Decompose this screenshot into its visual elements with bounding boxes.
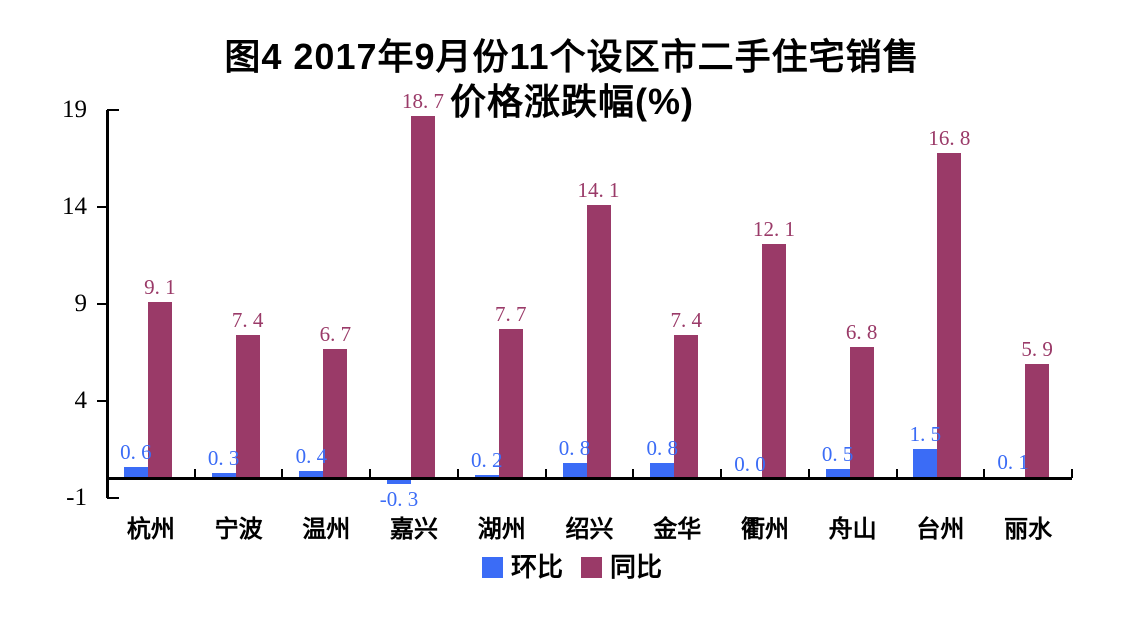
bar-label-yoy-4: 18. 7 (402, 88, 445, 113)
bar-label-mom-1: 0. 6 (120, 439, 152, 464)
legend-swatch-mom-icon (481, 556, 503, 578)
bar-label-yoy-7: 7. 4 (670, 307, 702, 332)
y-axis-tick (97, 205, 107, 208)
legend-item-mom: 环比 (481, 552, 563, 582)
x-axis-tick (193, 469, 196, 478)
bar-label-mom-10: 1. 5 (909, 422, 942, 447)
chart-title-line2: 价格涨跌幅(%) (450, 81, 694, 122)
bar-label-mom-7: 0. 8 (646, 435, 678, 460)
y-tick-label-19: 19 (62, 95, 87, 123)
category-label-3: 温州 (302, 516, 351, 543)
category-label-2: 宁波 (214, 516, 263, 543)
y-tick-label-9: 9 (74, 289, 88, 317)
x-axis-tick (1071, 469, 1073, 478)
x-axis-tick (632, 469, 635, 478)
bar-label-mom-5: 0. 2 (471, 447, 503, 472)
legend-item-yoy: 同比 (581, 553, 662, 581)
category-label-4: 嘉兴 (390, 516, 439, 543)
bar-yoy-5 (498, 329, 523, 479)
chart-title-line1: 图4 2017年9月份11个设区市二手住宅销售 (224, 36, 920, 77)
bar-mom-2 (211, 472, 236, 479)
x-axis-tick (369, 469, 372, 478)
bar-label-yoy-6: 14. 1 (577, 177, 620, 202)
legend-swatch-yoy-icon (581, 556, 602, 578)
bar-yoy-7 (674, 334, 699, 479)
bar-yoy-2 (235, 334, 260, 479)
x-axis-tick (720, 469, 723, 478)
category-label-8: 衢州 (740, 516, 789, 543)
x-axis-tick (895, 469, 898, 478)
bar-label-yoy-1: 9. 1 (144, 274, 176, 299)
bar-label-yoy-9: 6. 8 (845, 319, 878, 344)
bar-mom-7 (650, 462, 675, 479)
y-axis-endcap (107, 108, 119, 111)
bar-yoy-3 (323, 348, 348, 479)
category-label-9: 舟山 (828, 516, 877, 543)
bar-mom-10 (913, 449, 938, 479)
y-tick-label-14: 14 (62, 192, 87, 220)
bar-yoy-9 (849, 346, 874, 479)
x-axis-tick (456, 469, 459, 478)
legend: 环比 同比 (0, 553, 1144, 581)
category-label-5: 湖州 (477, 516, 526, 543)
category-label-7: 金华 (653, 516, 702, 543)
y-axis-tick (97, 399, 107, 402)
bar-label-mom-4: -0. 3 (379, 487, 419, 512)
bar-yoy-1 (147, 301, 172, 479)
bar-label-yoy-3: 6. 7 (319, 321, 352, 346)
bar-mom-3 (299, 470, 324, 479)
bar-label-yoy-11: 5. 9 (1021, 337, 1053, 362)
bar-label-mom-8: 0. 0 (734, 451, 766, 476)
bar-yoy-8 (761, 243, 786, 479)
bar-label-mom-3: 0. 4 (295, 443, 328, 468)
category-label-6: 绍兴 (565, 516, 614, 543)
category-label-11: 丽水 (1004, 516, 1053, 543)
x-axis-tick (983, 469, 986, 478)
bar-yoy-6 (586, 204, 611, 479)
bar-yoy-4 (411, 115, 436, 479)
category-label-10: 台州 (916, 516, 965, 543)
bar-label-yoy-8: 12. 1 (752, 216, 795, 241)
x-axis-tick (281, 469, 284, 478)
legend-label-mom: 环比 (510, 552, 563, 582)
x-axis-tick (807, 469, 810, 478)
bar-yoy-11 (1025, 364, 1050, 479)
x-axis-tick (544, 469, 547, 478)
bar-label-mom-6: 0. 8 (558, 435, 591, 460)
y-tick-label-4: 4 (74, 386, 88, 414)
bar-label-yoy-5: 7. 7 (495, 302, 527, 327)
y-axis-endcap (107, 496, 119, 499)
bar-label-mom-11: 0. 1 (997, 449, 1029, 474)
y-axis-tick (97, 302, 107, 305)
bar-label-yoy-2: 7. 4 (231, 307, 264, 332)
bar-yoy-10 (937, 152, 962, 479)
legend-label-yoy: 同比 (610, 552, 663, 582)
y-axis-line (105, 109, 109, 498)
bar-label-yoy-10: 16. 8 (928, 125, 971, 150)
bar-label-mom-9: 0. 5 (821, 441, 854, 466)
bar-mom-4 (387, 478, 412, 485)
y-tick-label--1: -1 (66, 483, 87, 511)
bar-mom-6 (562, 462, 587, 479)
bar-mom-1 (123, 466, 148, 479)
x-axis-line (107, 477, 1072, 480)
bar-mom-9 (825, 468, 850, 479)
bar-label-mom-2: 0. 3 (207, 445, 240, 470)
category-label-1: 杭州 (126, 516, 175, 543)
bar-mom-5 (474, 474, 499, 479)
